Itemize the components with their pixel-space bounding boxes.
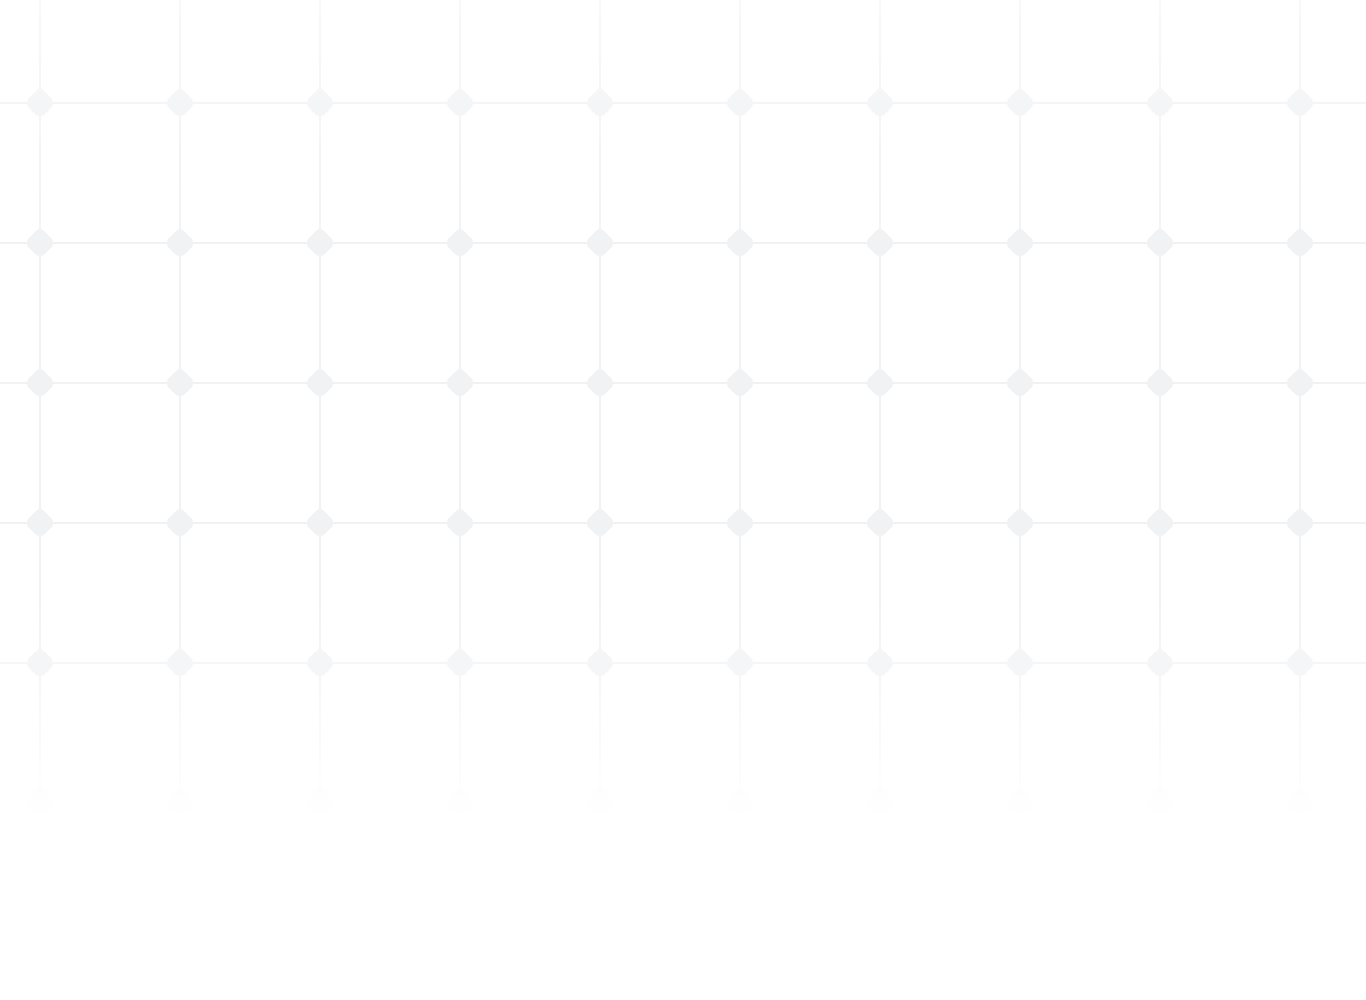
grid-pattern (0, 0, 1366, 1000)
page-body: (() => { const data = JSON.parse(documen… (0, 0, 1366, 1000)
background-grid (0, 0, 1366, 1000)
page: {} html, body { margin: 0; padding: 0; w… (0, 0, 1366, 1000)
